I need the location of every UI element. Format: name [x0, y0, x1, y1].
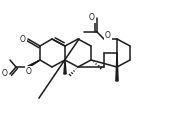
- Polygon shape: [116, 53, 118, 81]
- Text: O: O: [26, 66, 32, 76]
- Text: O: O: [2, 70, 8, 78]
- Text: O: O: [20, 34, 26, 43]
- Polygon shape: [64, 60, 66, 74]
- Polygon shape: [28, 60, 40, 68]
- Text: O: O: [105, 32, 111, 40]
- Text: O: O: [89, 14, 95, 22]
